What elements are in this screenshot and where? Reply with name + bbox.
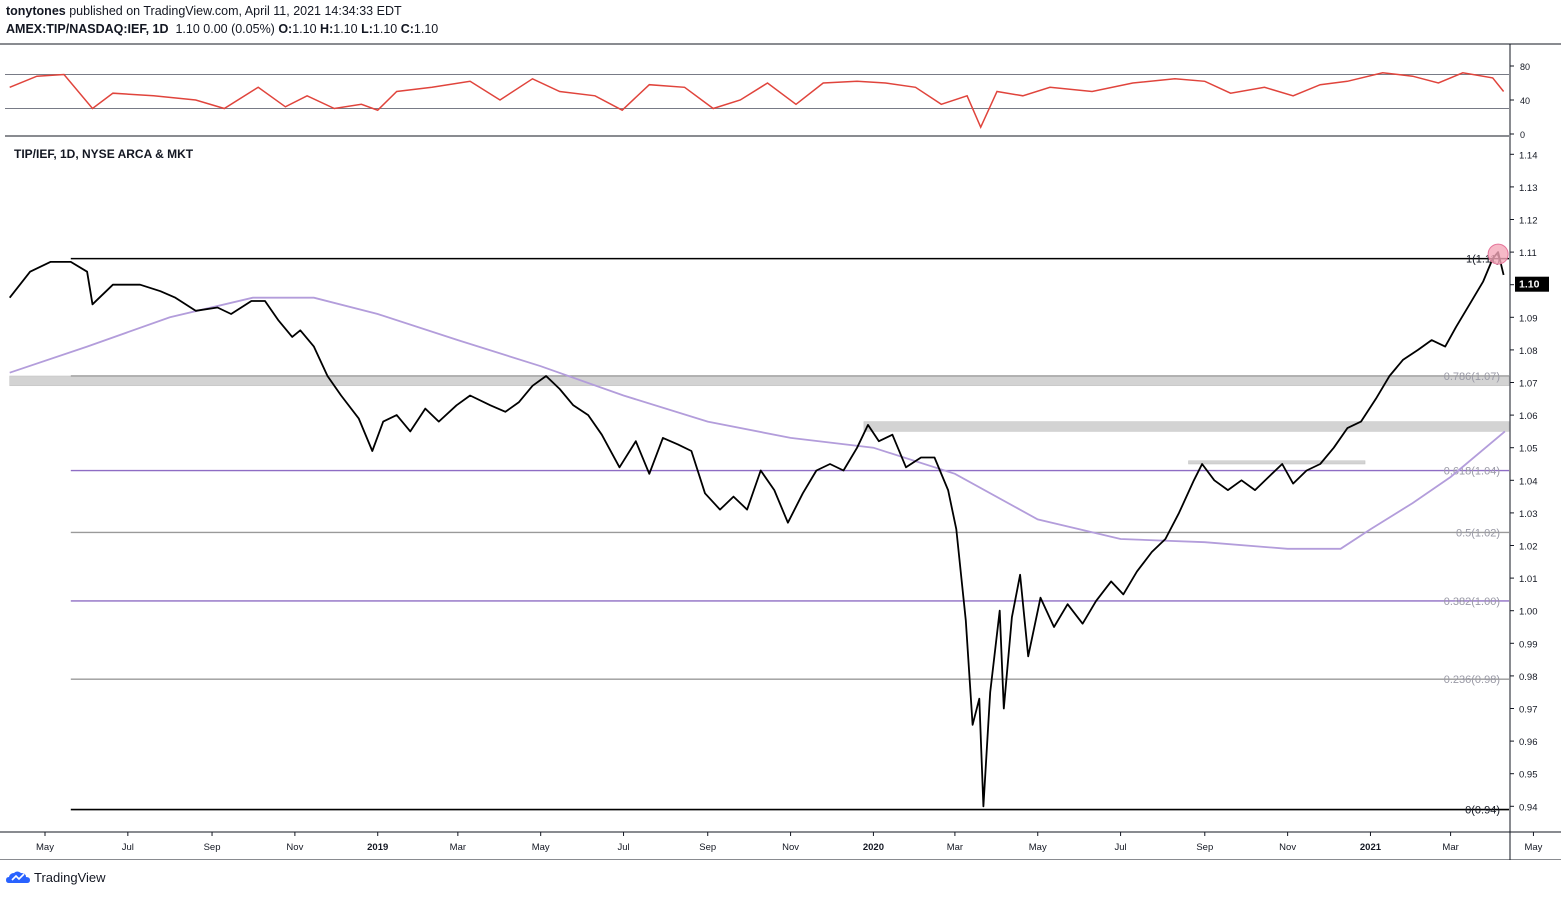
price-series bbox=[8, 251, 1505, 808]
time-tick-label: Nov bbox=[782, 842, 799, 853]
fib-label: 0.236(0.98) bbox=[1444, 674, 1500, 686]
axes[interactable]: 1.14 1.13 1.12 1.11 1.10 1.09 1.08 1.07 1.06 1.05… bbox=[0, 43, 1561, 860]
time-tick-label: Mar bbox=[1442, 842, 1458, 853]
time-tick-label: May bbox=[532, 842, 550, 853]
rsi-tick-label: 40 bbox=[1520, 96, 1530, 106]
close-value: 1.10 bbox=[413, 22, 439, 36]
gray-zone bbox=[9, 375, 1510, 387]
low-label: L: bbox=[361, 22, 373, 36]
open-label: O: bbox=[278, 22, 293, 36]
tradingview-cloud-icon bbox=[6, 871, 30, 883]
price-tick-label: 1.13 bbox=[1519, 183, 1538, 194]
time-tick-label: Nov bbox=[1279, 842, 1296, 853]
rsi-tick-label: 80 bbox=[1520, 62, 1530, 72]
price-tick-label: 1.07 bbox=[1519, 379, 1538, 390]
price-tick-label: 0.99 bbox=[1519, 639, 1538, 650]
time-tick-label: May bbox=[36, 842, 54, 853]
time-tick-label: May bbox=[1524, 842, 1542, 853]
price-tick-label: 1.04 bbox=[1519, 476, 1538, 487]
price-line bbox=[8, 251, 1505, 808]
fib-label: 0.382(1.00) bbox=[1444, 596, 1500, 608]
price-tick-label: 0.95 bbox=[1519, 770, 1538, 781]
open-value: 1.10 bbox=[292, 22, 317, 36]
marker-layer bbox=[1487, 243, 1509, 265]
price-tick-label: 1.03 bbox=[1519, 509, 1538, 520]
highlight-circle bbox=[1487, 243, 1509, 265]
price-tick-label: 1.02 bbox=[1519, 542, 1538, 553]
fib-label: 0.5(1.02) bbox=[1456, 527, 1500, 539]
high-value: 1.10 bbox=[333, 22, 358, 36]
price-tick-label: 1.00 bbox=[1519, 607, 1538, 618]
time-tick-label: Sep bbox=[204, 842, 221, 853]
time-tick-label: Mar bbox=[450, 842, 466, 853]
time-tick-label: Mar bbox=[947, 842, 963, 853]
low-value: 1.10 bbox=[372, 22, 398, 36]
price-tick-label: 0.94 bbox=[1519, 802, 1538, 813]
fib-label: 0.618(1.04) bbox=[1444, 466, 1500, 478]
footer-bar bbox=[0, 860, 1561, 897]
quote-text: 1.10 0.00 (0.05%) bbox=[175, 22, 275, 36]
time-tick-label: May bbox=[1029, 842, 1047, 853]
time-tick-label: Jul bbox=[1115, 842, 1127, 853]
price-tick-label: 1.14 bbox=[1519, 150, 1538, 161]
close-label: C: bbox=[400, 22, 414, 36]
price-tick-label: 0.97 bbox=[1519, 705, 1538, 716]
chart-background bbox=[0, 42, 1561, 860]
main-legend: TIP/IEF, 1D, NYSE ARCA & MKT bbox=[14, 147, 194, 161]
time-tick-label: Nov bbox=[286, 842, 303, 853]
ma-line bbox=[9, 296, 1506, 550]
rsi-line bbox=[9, 72, 1505, 130]
publish-text: published on TradingView.com, April 11, … bbox=[69, 4, 402, 18]
price-tag bbox=[1515, 276, 1549, 292]
high-label: H: bbox=[320, 22, 334, 36]
price-tick-label: 1.08 bbox=[1519, 346, 1538, 357]
symbol-quote-line: AMEX:TIP/NASDAQ:IEF, 1D 1.10 0.00 (0.05%… bbox=[6, 22, 438, 36]
price-tick-label: 1.06 bbox=[1519, 411, 1538, 422]
time-tick-label: Jul bbox=[122, 842, 134, 853]
tradingview-logo[interactable]: TradingView bbox=[6, 869, 106, 885]
publish-info: tonytones published on TradingView.com, … bbox=[6, 4, 402, 18]
price-tick-label: 1.11 bbox=[1519, 248, 1537, 259]
time-tick-label: 2020 bbox=[863, 842, 884, 853]
time-tick-label: Sep bbox=[699, 842, 716, 853]
fib-label: 0.786(1.07) bbox=[1444, 371, 1500, 383]
price-tick-label: 1.09 bbox=[1519, 313, 1538, 324]
rsi-tick-label: 0 bbox=[1520, 130, 1525, 140]
fib-levels[interactable]: 1(1.11)0.786(1.07)0.618(1.04)0.5(1.02)0.… bbox=[70, 254, 1509, 817]
price-tick-label: 0.98 bbox=[1519, 672, 1538, 683]
gray-zone bbox=[863, 421, 1510, 432]
time-tick-label: 2019 bbox=[367, 842, 388, 853]
author-name[interactable]: tonytones bbox=[6, 4, 66, 18]
rsi-pane[interactable]: 80 40 0 bbox=[5, 62, 1530, 140]
price-tick-label: 1.05 bbox=[1519, 444, 1538, 455]
time-tick-label: Sep bbox=[1196, 842, 1213, 853]
tradingview-brand: TradingView bbox=[34, 869, 106, 885]
gray-zone bbox=[1188, 460, 1366, 465]
time-tick-label: 2021 bbox=[1360, 842, 1382, 853]
time-tick-label: Jul bbox=[617, 842, 629, 853]
symbol-label: AMEX:TIP/NASDAQ:IEF, 1D bbox=[6, 22, 169, 36]
price-tag-text: 1.10 bbox=[1519, 279, 1540, 291]
moving-average bbox=[9, 296, 1506, 550]
price-tick-label: 1.12 bbox=[1519, 216, 1538, 227]
price-tick-label: 0.96 bbox=[1519, 737, 1538, 748]
fib-label: 0(0.94) bbox=[1465, 805, 1500, 817]
price-tick-label: 1.01 bbox=[1519, 574, 1538, 585]
